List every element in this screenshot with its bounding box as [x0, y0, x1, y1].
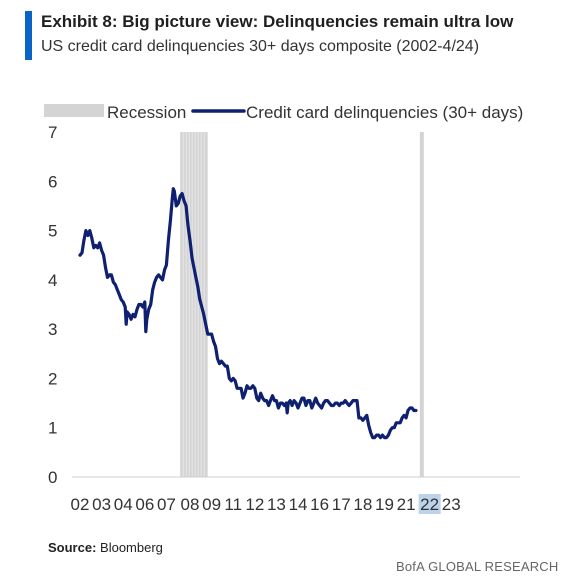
x-tick-label: 02 [71, 495, 90, 514]
x-tick-label: 09 [202, 495, 221, 514]
legend-line-label: Credit card delinquencies (30+ days) [246, 103, 523, 122]
x-tick-label: 19 [375, 495, 394, 514]
x-tick-label: 22 [420, 495, 439, 514]
x-tick-label: 07 [157, 495, 176, 514]
exhibit-number: Exhibit 8: [41, 12, 118, 31]
series-line-credit-card-delinquencies [78, 187, 418, 440]
x-tick-label: 06 [135, 495, 154, 514]
legend-recession-swatch [44, 104, 104, 117]
series-lines [78, 187, 418, 440]
recession-band [419, 132, 424, 477]
x-tick-label: 14 [289, 495, 308, 514]
x-tick-highlight [418, 494, 441, 514]
x-tick-label: 16 [310, 495, 329, 514]
source-label: Source: [48, 540, 97, 555]
x-tick-label: 12 [245, 495, 264, 514]
exhibit-title: Exhibit 8: Big picture view: Delinquenci… [41, 12, 513, 32]
x-tick-label: 13 [267, 495, 286, 514]
x-tick-label: 23 [442, 495, 461, 514]
x-tick-label: 11 [224, 495, 242, 514]
x-tick-label: 17 [332, 495, 351, 514]
y-tick-label: 4 [48, 271, 57, 290]
x-tick-label: 04 [114, 495, 133, 514]
y-tick-label: 2 [48, 369, 57, 388]
accent-bar [25, 11, 32, 60]
legend-recession-label: Recession [107, 103, 186, 122]
recession-band [180, 132, 208, 477]
exhibit-title-text: Big picture view: Delinquencies remain u… [122, 12, 514, 31]
brand-footer: BofA GLOBAL RESEARCH [396, 559, 559, 574]
y-tick-label: 5 [48, 222, 57, 241]
y-tick-label: 7 [48, 123, 57, 142]
recession-bands [180, 132, 424, 477]
source-text: Bloomberg [100, 540, 163, 555]
x-tick-label: 21 [397, 495, 416, 514]
y-tick-label: 3 [48, 320, 57, 339]
x-tick-label: 18 [353, 495, 372, 514]
source-note: Source: Bloomberg [48, 540, 163, 555]
x-tick-label: 03 [92, 495, 111, 514]
y-tick-label: 0 [48, 468, 57, 487]
chart-legend: Recession Credit card delinquencies (30+… [44, 103, 523, 122]
x-tick-label: 08 [181, 495, 200, 514]
y-tick-label: 1 [48, 419, 57, 438]
exhibit-subtitle: US credit card delinquencies 30+ days co… [41, 38, 480, 55]
y-tick-label: 6 [48, 172, 57, 191]
